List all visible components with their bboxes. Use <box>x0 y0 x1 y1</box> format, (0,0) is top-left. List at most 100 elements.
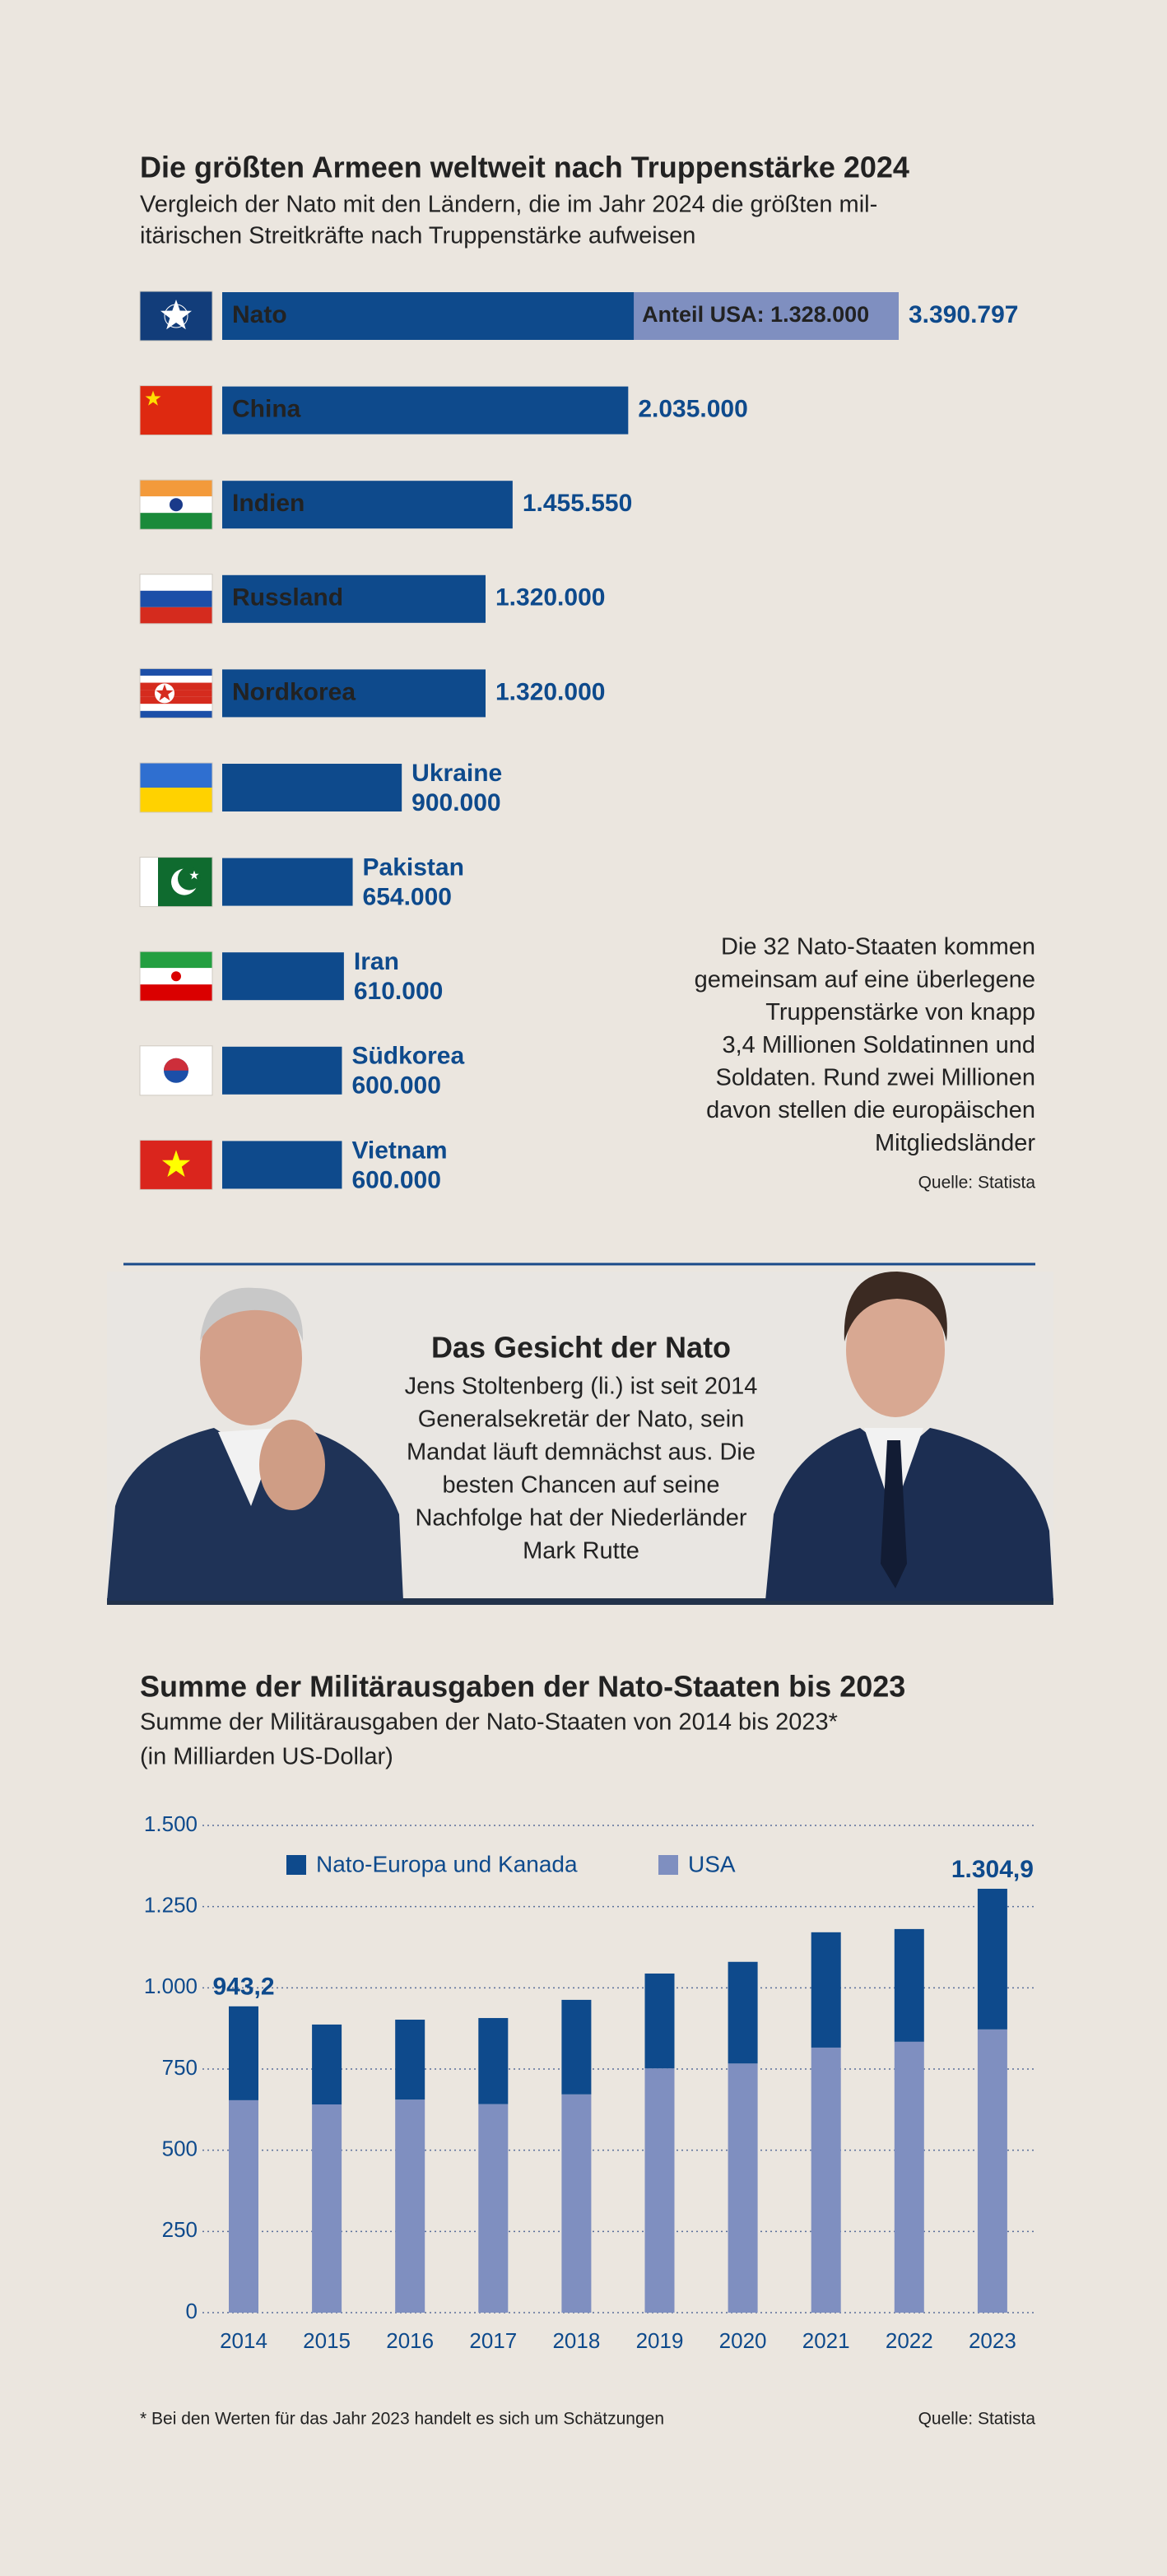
flag-star <box>160 300 192 330</box>
bar <box>229 2099 258 2313</box>
bar <box>222 952 344 1001</box>
flag-stripe <box>140 704 212 711</box>
bar <box>222 669 486 718</box>
bar <box>728 2063 758 2313</box>
legend-swatch <box>658 1855 678 1875</box>
bar <box>644 1973 675 2069</box>
flag-stripe <box>140 574 212 591</box>
x-tick-label: 2014 <box>220 2328 267 2353</box>
flag-stripe <box>140 607 212 624</box>
value-label: 600.000 <box>351 1072 440 1100</box>
tie-right <box>881 1440 907 1588</box>
y-tick-label: 1.500 <box>144 1811 198 1836</box>
bar-label: Südkorea <box>351 1043 464 1070</box>
flag <box>139 479 213 530</box>
value-label: 1.320.000 <box>495 584 605 611</box>
hair-left <box>200 1287 304 1341</box>
value-label: 1.320.000 <box>495 678 605 705</box>
legend-swatch <box>286 1855 306 1875</box>
flag-border <box>139 291 213 342</box>
bar <box>728 1961 758 2064</box>
bar <box>478 2018 509 2104</box>
flag <box>139 385 213 436</box>
bar <box>222 574 486 623</box>
bar <box>222 481 513 529</box>
bar-label: Russland <box>232 584 343 611</box>
flag-stripe <box>140 690 212 697</box>
flag-emblem <box>171 971 181 982</box>
bar-label: Vietnam <box>351 1137 447 1164</box>
flag-stripe <box>140 668 212 676</box>
feature-text: Mandat läuft demnächst aus. Die <box>407 1439 756 1466</box>
bar-segment <box>634 292 899 340</box>
flag-star <box>156 684 174 701</box>
flag-stripe <box>140 763 212 788</box>
x-tick-label: 2018 <box>552 2328 600 2353</box>
flag-stripe <box>140 788 212 812</box>
y-tick-label: 500 <box>162 2137 198 2161</box>
x-tick-label: 2021 <box>802 2328 850 2353</box>
flag-star <box>189 870 199 880</box>
bar-label: Pakistan <box>363 854 464 881</box>
y-tick-label: 0 <box>186 2299 198 2323</box>
flag-border <box>139 1045 213 1096</box>
flag-stripe <box>140 480 212 497</box>
bar-label: Nato <box>232 301 287 328</box>
annotation: 3,4 Millionen Soldatinnen und <box>723 1032 1036 1058</box>
flag <box>139 291 213 342</box>
chart-subtitle: (in Milliarden US-Dollar) <box>140 1744 393 1770</box>
feature-text: Generalsekretär der Nato, sein <box>418 1407 745 1433</box>
bar <box>229 2006 258 2100</box>
bar <box>977 2029 1007 2313</box>
value-label: 654.000 <box>363 884 452 911</box>
bar <box>811 2047 841 2313</box>
value-label: 610.000 <box>354 978 443 1005</box>
x-tick-label: 2020 <box>719 2328 767 2353</box>
flag-emblem <box>170 498 183 512</box>
flag-border <box>139 385 213 436</box>
value-label: 600.000 <box>351 1166 440 1193</box>
x-tick-label: 2015 <box>303 2328 351 2353</box>
bar <box>894 1928 924 2042</box>
x-tick-label: 2023 <box>969 2328 1016 2353</box>
flag-stripe <box>140 984 212 1002</box>
flag <box>139 1139 213 1190</box>
footnote: * Bei den Werten für das Jahr 2023 hande… <box>140 2410 664 2429</box>
annotation: Die 32 Nato-Staaten kommen <box>721 934 1035 960</box>
bar <box>222 764 402 811</box>
flag <box>139 762 213 813</box>
bar <box>478 2104 509 2313</box>
flag-border <box>139 667 213 718</box>
suit-right <box>765 1428 1053 1601</box>
feature-photos <box>107 1272 1053 1605</box>
y-tick-label: 750 <box>162 2055 198 2080</box>
chart-title: Die größten Armeen weltweit nach Truppen… <box>140 151 909 184</box>
value-label: 900.000 <box>411 789 500 816</box>
x-tick-label: 2022 <box>886 2328 933 2353</box>
x-tick-label: 2016 <box>386 2328 434 2353</box>
suit-left <box>107 1424 403 1601</box>
flag-stripe <box>140 590 212 607</box>
feature-title: Das Gesicht der Nato <box>431 1331 731 1365</box>
bar-label: China <box>232 396 301 423</box>
bar <box>561 2094 592 2313</box>
hand-left <box>259 1420 325 1510</box>
flag <box>139 857 213 908</box>
bar <box>222 1046 342 1095</box>
segment-label: Anteil USA: 1.328.000 <box>642 302 869 327</box>
bar <box>312 2104 342 2313</box>
value-label: 2.035.000 <box>638 396 747 423</box>
flag-emblem <box>178 867 201 890</box>
legend-label: USA <box>688 1851 736 1876</box>
flag-border <box>139 574 213 625</box>
feature-text: besten Chancen auf seine <box>443 1472 720 1499</box>
flag-stripe <box>140 513 212 530</box>
feature-text: Mark Rutte <box>523 1538 639 1565</box>
head-left <box>200 1290 302 1425</box>
bar <box>811 1932 841 2048</box>
feature-text: Nachfolge hat der Niederländer <box>415 1505 746 1532</box>
chart-subtitle: Vergleich der Nato mit den Ländern, die … <box>140 192 877 218</box>
flag-border <box>139 951 213 1002</box>
